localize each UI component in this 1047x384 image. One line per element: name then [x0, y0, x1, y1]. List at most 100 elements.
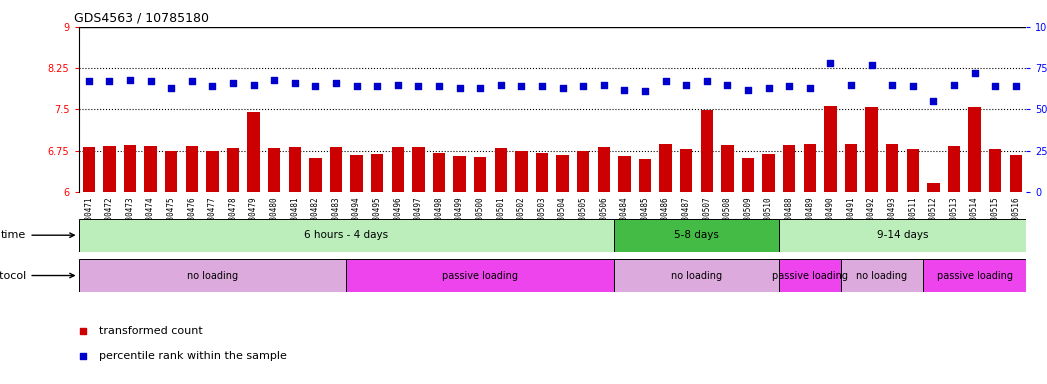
- Text: passive loading: passive loading: [442, 270, 518, 281]
- Point: [451, 85, 468, 91]
- Point: [163, 85, 180, 91]
- Bar: [144, 146, 157, 192]
- Point: [698, 78, 715, 84]
- Point: [966, 70, 983, 76]
- Point: [183, 78, 200, 84]
- Bar: [928, 183, 939, 192]
- Point: [596, 82, 612, 88]
- Bar: [347, 259, 615, 292]
- Point: [677, 82, 694, 88]
- Point: [760, 85, 777, 91]
- Bar: [845, 144, 857, 192]
- Text: no loading: no loading: [856, 270, 908, 281]
- Bar: [453, 156, 466, 192]
- Bar: [124, 145, 136, 192]
- Text: 9-14 days: 9-14 days: [876, 230, 929, 240]
- Bar: [1009, 155, 1022, 192]
- Text: GDS4563 / 10785180: GDS4563 / 10785180: [73, 11, 208, 24]
- Bar: [494, 148, 507, 192]
- Bar: [79, 259, 347, 292]
- Bar: [639, 159, 651, 192]
- Point: [266, 77, 283, 83]
- Bar: [351, 155, 362, 192]
- Point: [575, 83, 592, 89]
- Text: 5-8 days: 5-8 days: [674, 230, 719, 240]
- Point: [349, 83, 365, 89]
- Bar: [577, 151, 589, 192]
- Bar: [556, 155, 569, 192]
- Point: [884, 82, 900, 88]
- Text: transformed count: transformed count: [99, 326, 203, 336]
- Point: [945, 82, 962, 88]
- Bar: [392, 147, 404, 192]
- Bar: [615, 259, 779, 292]
- Bar: [474, 157, 487, 192]
- Text: 6 hours - 4 days: 6 hours - 4 days: [305, 230, 388, 240]
- Bar: [779, 259, 841, 292]
- Bar: [779, 219, 1026, 252]
- Point: [142, 78, 159, 84]
- Bar: [618, 156, 630, 192]
- Bar: [206, 151, 219, 192]
- Point: [389, 82, 406, 88]
- Point: [369, 83, 385, 89]
- Point: [843, 82, 860, 88]
- Point: [925, 98, 941, 104]
- Point: [75, 328, 92, 334]
- Point: [781, 83, 798, 89]
- Bar: [104, 146, 115, 192]
- Bar: [841, 259, 923, 292]
- Point: [102, 78, 118, 84]
- Point: [225, 80, 242, 86]
- Point: [637, 88, 653, 94]
- Bar: [907, 149, 919, 192]
- Text: protocol: protocol: [0, 270, 74, 281]
- Bar: [923, 259, 1026, 292]
- Bar: [79, 219, 615, 252]
- Text: no loading: no loading: [671, 270, 722, 281]
- Bar: [536, 154, 549, 192]
- Point: [328, 80, 344, 86]
- Point: [492, 82, 509, 88]
- Bar: [948, 146, 960, 192]
- Text: time: time: [1, 230, 74, 240]
- Bar: [700, 110, 713, 192]
- Point: [801, 85, 818, 91]
- Bar: [432, 154, 445, 192]
- Bar: [741, 158, 754, 192]
- Bar: [783, 145, 796, 192]
- Point: [410, 83, 427, 89]
- Point: [616, 86, 632, 93]
- Bar: [824, 106, 837, 192]
- Point: [430, 83, 447, 89]
- Text: percentile rank within the sample: percentile rank within the sample: [99, 351, 287, 361]
- Bar: [371, 154, 383, 192]
- Bar: [83, 147, 95, 192]
- Bar: [615, 219, 779, 252]
- Point: [719, 82, 736, 88]
- Bar: [289, 147, 300, 192]
- Bar: [968, 107, 981, 192]
- Bar: [762, 154, 775, 192]
- Point: [121, 77, 138, 83]
- Point: [204, 83, 221, 89]
- Point: [307, 83, 324, 89]
- Bar: [268, 148, 281, 192]
- Bar: [886, 144, 898, 192]
- Point: [534, 83, 551, 89]
- Bar: [515, 151, 528, 192]
- Point: [986, 83, 1003, 89]
- Bar: [165, 151, 177, 192]
- Text: no loading: no loading: [186, 270, 238, 281]
- Point: [554, 85, 571, 91]
- Bar: [185, 146, 198, 192]
- Point: [245, 82, 262, 88]
- Point: [81, 78, 97, 84]
- Bar: [227, 148, 239, 192]
- Bar: [721, 145, 734, 192]
- Bar: [309, 159, 321, 192]
- Point: [472, 85, 489, 91]
- Text: passive loading: passive loading: [937, 270, 1012, 281]
- Bar: [413, 147, 425, 192]
- Bar: [680, 149, 692, 192]
